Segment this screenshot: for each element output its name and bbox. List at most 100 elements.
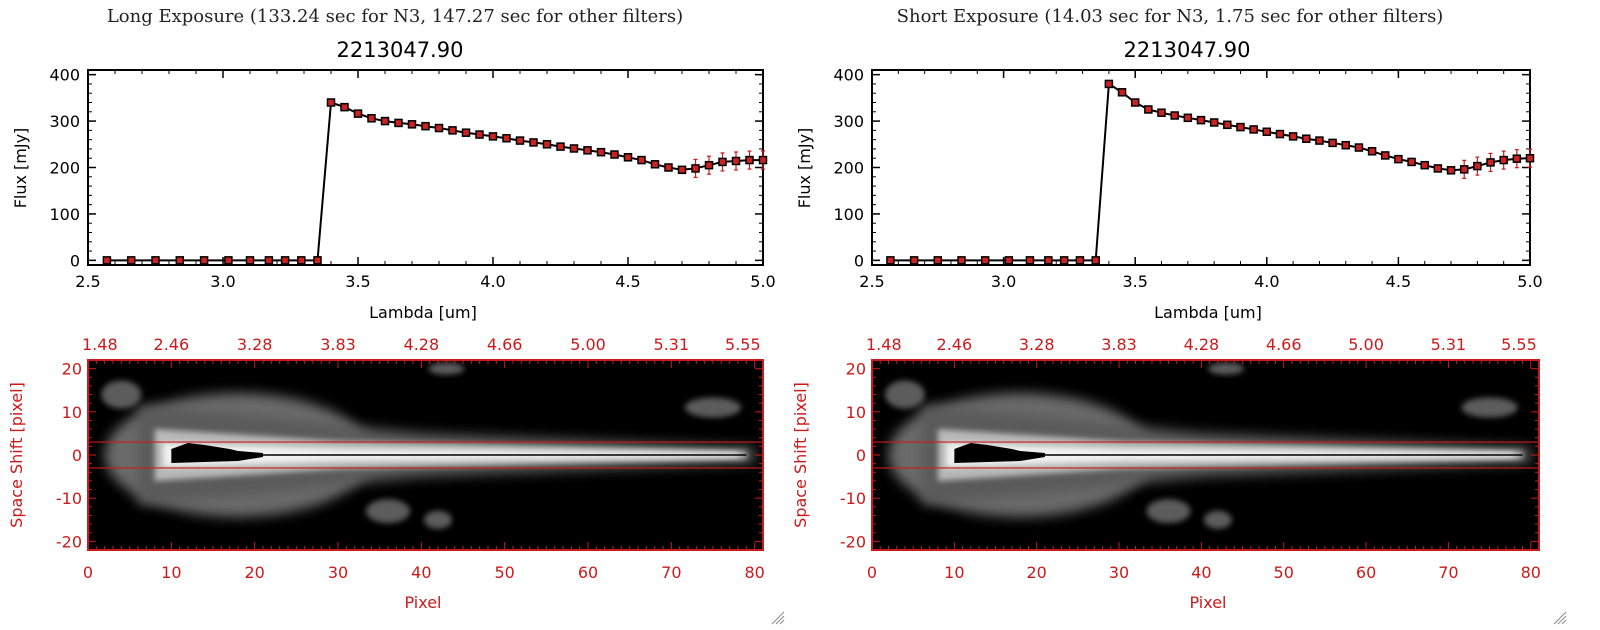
data-point [515,136,525,145]
x-tick-label: 3.0 [210,272,235,291]
image-content [88,360,763,550]
data-point [326,98,336,107]
data-point [664,163,673,172]
data-point [1315,136,1324,145]
data-point [1394,154,1403,164]
x-tick-label: 5.0 [750,272,775,291]
y-tick-label: 200 [49,159,80,178]
data-point [421,121,430,131]
data-point [731,156,741,166]
image-x-tick-label: 30 [328,563,348,582]
wavelength-tick-label: 1.48 [82,335,118,354]
spectrum-plot-right: 2.5 3.0 3.5 4.0 4.5 5.0 0 100 200 300 400 [833,66,1542,291]
data-point [313,256,322,265]
y-tick-label: 100 [49,205,80,224]
wavelength-tick-label: 1.48 [866,335,902,354]
data-point [1004,256,1014,265]
noise-blob [1208,362,1245,375]
panel-header-right: Short Exposure (14.03 sec for N3, 1.75 s… [897,6,1444,27]
noise-blob [366,499,410,524]
ylabel-left: Flux [mJy] [11,128,30,209]
image-y-tick-label: -20 [56,532,82,551]
x-tick-label: 4.0 [480,272,505,291]
x-tick-label: 3.5 [1122,272,1147,291]
image-x-tick-label: 60 [1356,563,1376,582]
image-plot-right: 0 10 20 30 40 50 60 70 80 20 10 0 -10 -20 1.48 2.46 3.28… [840,335,1541,582]
wavelength-tick-label: 4.66 [1266,335,1302,354]
data-point [1525,153,1535,163]
y-tick-label: 300 [833,112,864,131]
data-point [1341,140,1351,150]
image-x-tick-label: 80 [1521,563,1541,582]
data-point [650,160,660,169]
image-y-tick-label: 0 [72,446,82,465]
noise-blob [884,380,925,409]
wavelength-tick-label: 4.66 [487,335,523,354]
data-point [367,114,376,123]
data-point [957,256,966,265]
image-x-tick-label: 40 [1191,563,1211,582]
data-point [1328,138,1337,148]
noise-blob [685,397,741,418]
chart-title-left: 2213047.90 [337,38,464,62]
x-tick-label: 5.0 [1517,272,1542,291]
data-point [1223,120,1232,130]
image-y-tick-label: -10 [56,489,82,508]
resize-grip-right[interactable] [1553,611,1567,625]
data-point [224,256,233,265]
image-ylabel-left: Space Shift [pixel] [7,382,26,528]
data-point [1420,160,1429,170]
x-tick-label: 4.0 [1254,272,1279,291]
data-point [1196,115,1206,125]
data-point [1433,164,1443,173]
image-x-tick-label: 30 [1109,563,1129,582]
image-xlabel-right: Pixel [1189,593,1226,612]
data-point [102,256,112,265]
data-point [175,256,185,265]
wavelength-tick-label: 3.28 [1019,335,1055,354]
x-tick-label: 3.5 [345,272,370,291]
x-tick-label: 4.5 [1386,272,1411,291]
y-tick-label: 400 [49,66,80,85]
noise-blob [424,510,452,529]
data-point [1209,118,1219,127]
data-point [488,132,498,141]
data-point [448,126,457,135]
y-tick-label: 100 [833,205,864,224]
data-point [1446,166,1456,175]
wavelength-tick-label: 5.55 [725,335,761,354]
data-point [461,128,471,137]
image-y-tick-label: 10 [62,403,82,422]
data-point [704,160,714,170]
data-point [529,138,538,147]
wavelength-tick-label: 5.31 [1431,335,1467,354]
image-x-tick-label: 40 [411,563,431,582]
image-y-tick-label: -10 [840,489,866,508]
x-tick-label: 3.0 [991,272,1016,291]
data-point [623,153,633,162]
plot-frame [87,69,764,266]
data-point [1117,88,1127,97]
ylabel-right: Flux [mJy] [795,128,814,209]
noise-blob [428,362,465,375]
image-x-tick-label: 50 [1274,563,1294,582]
data-point [556,142,565,151]
y-tick-label: 300 [49,112,80,131]
data-point [297,256,306,265]
data-point [718,157,727,167]
image-plot-left: 0 10 20 30 40 50 60 70 80 20 10 0 -10 -20 1.48 2.46 3.28… [56,335,765,582]
data-point [245,256,255,265]
data-point [596,147,606,157]
wavelength-tick-label: 2.46 [937,335,973,354]
resize-grip-left[interactable] [771,611,785,625]
data-point [569,144,579,153]
wavelength-tick-label: 5.31 [654,335,690,354]
data-point [933,256,943,265]
data-point [1367,147,1377,156]
image-x-tick-label: 50 [494,563,514,582]
wavelength-tick-label: 3.83 [1101,335,1137,354]
data-point [758,155,768,165]
data-point [980,256,990,265]
image-x-tick-label: 80 [744,563,764,582]
wavelength-tick-label: 3.83 [320,335,356,354]
